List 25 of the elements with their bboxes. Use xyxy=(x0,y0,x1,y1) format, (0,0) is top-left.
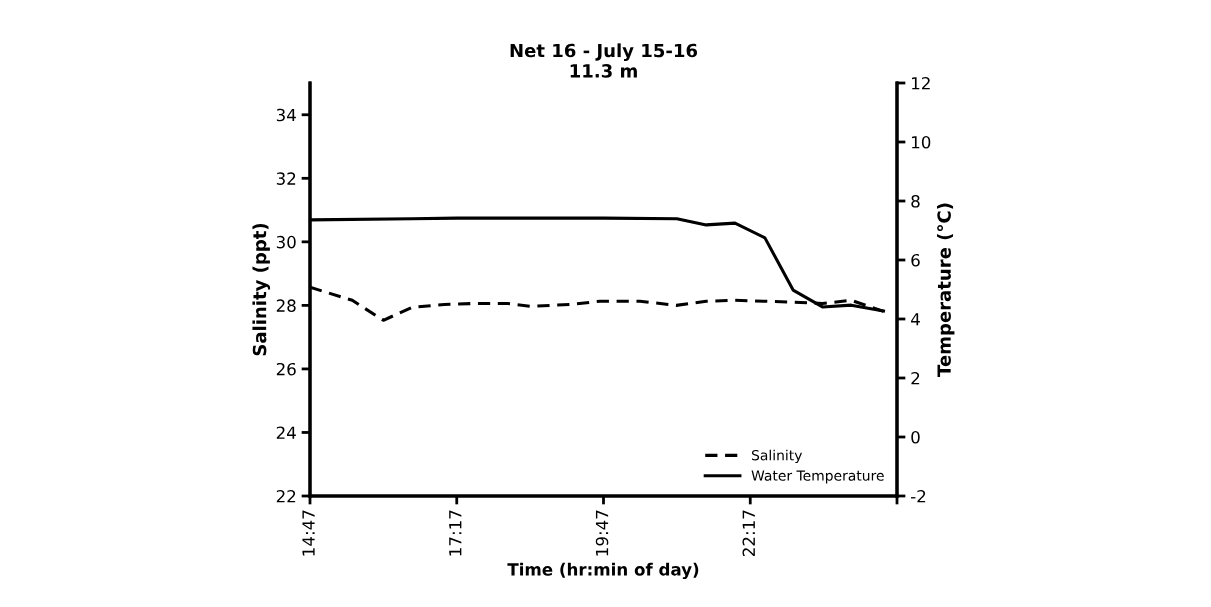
y2-tick-label: 8 xyxy=(911,194,920,208)
y-tick-label: 28 xyxy=(276,299,296,312)
y2-tick-label: 12 xyxy=(912,76,930,90)
y2-axis-title: Temperature (°C) xyxy=(936,203,955,377)
y2-tick-label: 10 xyxy=(912,135,931,149)
y2-tick-label: 4 xyxy=(911,313,920,326)
legend-label: Water Temperature xyxy=(751,470,884,484)
y-tick-label: 34 xyxy=(276,108,296,122)
x-tick-label: 22:17 xyxy=(742,510,755,556)
chart-title: Net 16 - July 15-16 11.3 m xyxy=(510,43,698,78)
y2-tick-label: 2 xyxy=(911,371,920,385)
y-tick-label: 30 xyxy=(276,235,296,249)
y2-tick-label: 6 xyxy=(911,253,920,267)
x-tick-label: 14:47 xyxy=(302,510,315,556)
y-tick-label: 24 xyxy=(276,426,296,439)
y-axis-title: Salinity (ppt) xyxy=(252,223,271,356)
x-tick-label: 19:47 xyxy=(595,510,609,556)
x-axis-title: Time (hr:min of day) xyxy=(507,562,699,580)
x-tick-label: 17:17 xyxy=(449,510,462,556)
y2-tick-label: 0 xyxy=(911,430,920,444)
legend-label: Salinity xyxy=(751,449,803,464)
y2-tick-label: -2 xyxy=(911,489,926,503)
y-tick-label: 22 xyxy=(276,489,296,503)
y-tick-label: 26 xyxy=(276,362,296,376)
y-tick-label: 32 xyxy=(276,172,296,185)
